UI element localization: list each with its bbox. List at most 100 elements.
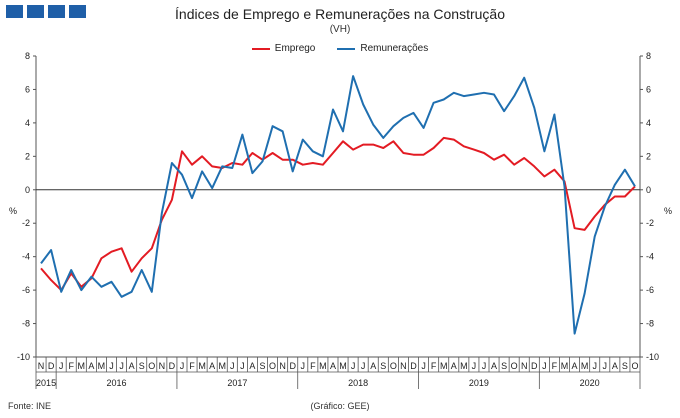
x-month-label: M bbox=[561, 361, 569, 371]
x-month-label: F bbox=[310, 361, 316, 371]
x-month-label: S bbox=[622, 361, 628, 371]
y-tick-label-left: -8 bbox=[22, 319, 30, 329]
y-tick-label-right: 4 bbox=[646, 118, 651, 128]
credit-note: (Gráfico: GEE) bbox=[310, 401, 370, 411]
x-month-label: J bbox=[240, 361, 245, 371]
chart-legend: Emprego Remunerações bbox=[0, 43, 680, 54]
logo-block bbox=[48, 5, 65, 18]
y-axis-title-right: % bbox=[664, 206, 672, 216]
chart-subtitle: (VH) bbox=[329, 24, 351, 35]
x-year-label: 2017 bbox=[227, 378, 247, 388]
x-month-label: A bbox=[249, 361, 255, 371]
x-month-label: O bbox=[269, 361, 276, 371]
x-month-label: N bbox=[521, 361, 528, 371]
y-tick-label-left: 4 bbox=[25, 118, 30, 128]
y-tick-label-left: 8 bbox=[25, 51, 30, 61]
y-tick-label-left: 2 bbox=[25, 151, 30, 161]
legend-swatch-emprego bbox=[251, 47, 270, 50]
x-month-label: F bbox=[552, 361, 558, 371]
x-month-label: J bbox=[482, 361, 487, 371]
x-month-label: J bbox=[361, 361, 366, 371]
y-tick-label-left: -6 bbox=[22, 285, 30, 295]
x-month-label: D bbox=[531, 361, 538, 371]
source-note: Fonte: INE bbox=[8, 401, 52, 411]
legend-item-remuneracoes: Remunerações bbox=[337, 43, 428, 54]
x-month-label: S bbox=[380, 361, 386, 371]
x-month-label: D bbox=[289, 361, 296, 371]
x-month-label: J bbox=[59, 361, 64, 371]
logo-block bbox=[27, 5, 44, 18]
x-month-label: S bbox=[501, 361, 507, 371]
x-month-label: J bbox=[603, 361, 608, 371]
x-month-label: D bbox=[169, 361, 176, 371]
x-year-label: 2020 bbox=[580, 378, 600, 388]
x-month-label: A bbox=[88, 361, 94, 371]
legend-label-emprego: Emprego bbox=[274, 43, 316, 54]
x-month-label: N bbox=[38, 361, 45, 371]
x-month-label: A bbox=[612, 361, 618, 371]
x-month-label: A bbox=[572, 361, 578, 371]
x-month-label: J bbox=[180, 361, 185, 371]
x-month-label: A bbox=[370, 361, 376, 371]
x-month-label: M bbox=[581, 361, 589, 371]
x-month-label: N bbox=[279, 361, 286, 371]
x-month-label: D bbox=[48, 361, 55, 371]
x-month-label: J bbox=[542, 361, 547, 371]
x-month-label: O bbox=[148, 361, 155, 371]
x-month-label: S bbox=[259, 361, 265, 371]
y-tick-label-right: -10 bbox=[646, 352, 659, 362]
x-month-label: N bbox=[159, 361, 166, 371]
x-month-label: J bbox=[351, 361, 356, 371]
x-month-label: O bbox=[631, 361, 638, 371]
x-month-label: M bbox=[78, 361, 86, 371]
x-month-label: O bbox=[511, 361, 518, 371]
x-month-label: M bbox=[98, 361, 106, 371]
legend-item-emprego: Emprego bbox=[251, 43, 316, 54]
x-month-label: M bbox=[339, 361, 347, 371]
gee-logo bbox=[6, 5, 86, 18]
x-month-label: J bbox=[119, 361, 124, 371]
series-line-emprego bbox=[40, 136, 636, 292]
y-tick-label-right: -2 bbox=[646, 218, 654, 228]
x-month-label: M bbox=[198, 361, 206, 371]
y-tick-label-right: 6 bbox=[646, 84, 651, 94]
y-tick-label-right: -6 bbox=[646, 285, 654, 295]
series-line-remuneracoes bbox=[40, 75, 636, 335]
y-tick-label-right: -4 bbox=[646, 252, 654, 262]
x-month-label: A bbox=[330, 361, 336, 371]
x-year-label: 2016 bbox=[107, 378, 127, 388]
x-month-label: J bbox=[230, 361, 235, 371]
x-month-label: M bbox=[440, 361, 448, 371]
x-year-label: 2018 bbox=[348, 378, 368, 388]
x-month-label: A bbox=[491, 361, 497, 371]
y-tick-label-left: 0 bbox=[25, 185, 30, 195]
x-month-label: D bbox=[410, 361, 417, 371]
y-tick-label-right: 0 bbox=[646, 185, 651, 195]
y-tick-label-left: -10 bbox=[17, 352, 30, 362]
x-month-label: F bbox=[189, 361, 195, 371]
x-month-label: A bbox=[129, 361, 135, 371]
x-month-label: J bbox=[421, 361, 426, 371]
x-month-label: N bbox=[400, 361, 407, 371]
chart-title: Índices de Emprego e Remunerações na Con… bbox=[175, 6, 505, 22]
y-tick-label-right: -8 bbox=[646, 319, 654, 329]
x-month-label: A bbox=[451, 361, 457, 371]
y-tick-label-right: 8 bbox=[646, 51, 651, 61]
x-month-label: M bbox=[460, 361, 468, 371]
x-month-label: J bbox=[592, 361, 597, 371]
x-year-label: 2019 bbox=[469, 378, 489, 388]
x-month-label: A bbox=[209, 361, 215, 371]
legend-swatch-remuneracoes bbox=[337, 47, 356, 50]
y-axis-title-left: % bbox=[9, 206, 17, 216]
x-month-label: M bbox=[218, 361, 226, 371]
y-tick-label-right: 2 bbox=[646, 151, 651, 161]
x-month-label: J bbox=[472, 361, 477, 371]
x-month-label: J bbox=[109, 361, 114, 371]
x-month-label: J bbox=[301, 361, 306, 371]
logo-block bbox=[6, 5, 23, 18]
x-month-label: F bbox=[431, 361, 437, 371]
x-month-label: S bbox=[139, 361, 145, 371]
x-year-label: 2015 bbox=[36, 378, 56, 388]
x-month-label: O bbox=[390, 361, 397, 371]
